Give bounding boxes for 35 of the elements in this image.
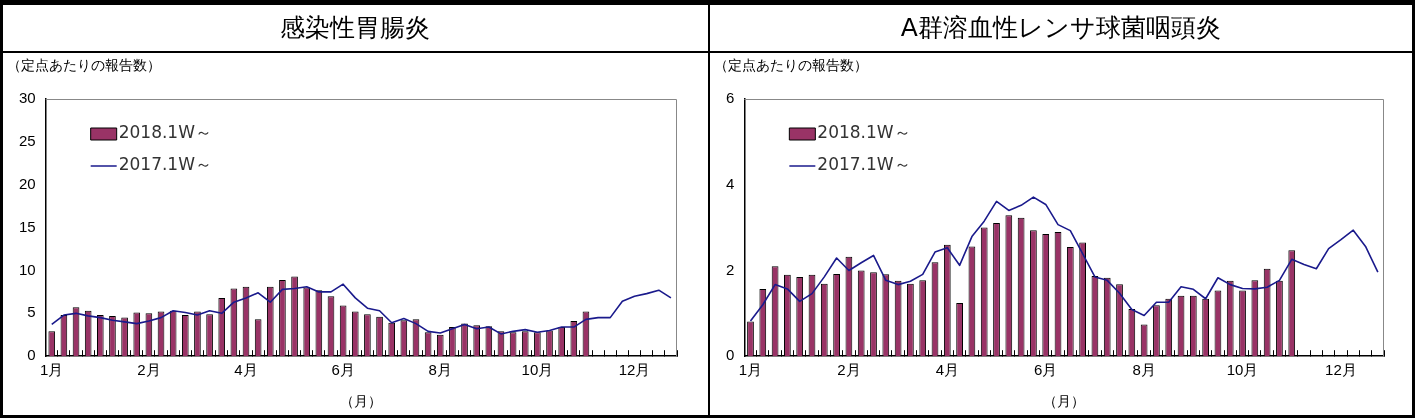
y-tick-label: 4 bbox=[725, 174, 734, 192]
x-tick-label: 10月 bbox=[1226, 361, 1258, 379]
y-tick-label: 5 bbox=[27, 303, 36, 321]
x-tick-label: 8月 bbox=[428, 361, 452, 379]
y-tick-label: 10 bbox=[19, 260, 36, 278]
x-tick-label: 12月 bbox=[618, 361, 651, 379]
x-axis-title: （月） bbox=[1042, 393, 1085, 410]
y-axis-title: （定点あたりの報告数） bbox=[713, 57, 868, 75]
x-tick-label: 2月 bbox=[137, 361, 161, 379]
x-tick-label: 8月 bbox=[1131, 361, 1156, 379]
legend-label: 2017.1W～ bbox=[118, 154, 212, 175]
y-tick-label: 20 bbox=[19, 174, 36, 192]
y-tick-label: 2 bbox=[725, 260, 734, 278]
x-tick-label: 1月 bbox=[40, 361, 64, 379]
x-tick-label: 1月 bbox=[738, 361, 762, 379]
x-tick-label: 6月 bbox=[1033, 361, 1057, 379]
y-tick-label: 15 bbox=[19, 217, 36, 235]
y-tick-label: 25 bbox=[19, 132, 36, 150]
y-tick-label: 0 bbox=[725, 346, 734, 364]
x-tick-label: 10月 bbox=[521, 361, 554, 379]
y-tick-label: 30 bbox=[19, 89, 36, 107]
y-tick-label: 0 bbox=[27, 346, 36, 364]
x-tick-label: 4月 bbox=[234, 361, 258, 379]
legend-label: 2017.1W～ bbox=[816, 154, 911, 175]
legend-label: 2018.1W～ bbox=[118, 122, 212, 143]
x-tick-label: 2月 bbox=[836, 361, 861, 379]
x-tick-label: 4月 bbox=[935, 361, 959, 379]
x-axis-title: （月） bbox=[340, 393, 383, 410]
legend-label: 2018.1W～ bbox=[816, 122, 911, 143]
y-tick-label: 6 bbox=[725, 89, 734, 107]
x-tick-label: 12月 bbox=[1324, 361, 1357, 379]
chart-title: 感染性胃腸炎 bbox=[3, 5, 708, 53]
y-axis-title: （定点あたりの報告数） bbox=[7, 57, 161, 75]
x-tick-label: 6月 bbox=[331, 361, 355, 379]
chart-title: A群溶血性レンサ球菌咽頭炎 bbox=[709, 5, 1412, 53]
